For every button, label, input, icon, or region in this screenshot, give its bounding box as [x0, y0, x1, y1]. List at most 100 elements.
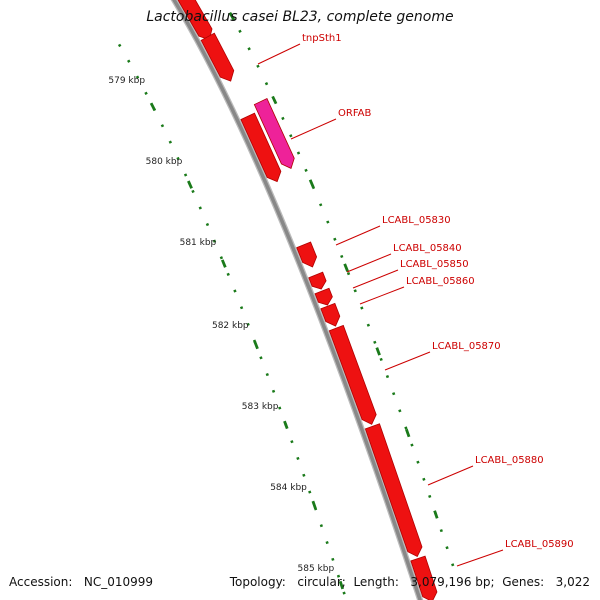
- minor-tick: [271, 95, 278, 105]
- leader-line: [352, 269, 399, 289]
- tick-dot: [144, 91, 148, 95]
- tick-dot: [205, 222, 210, 227]
- length-label: Length:: [353, 575, 399, 589]
- inner-tick-ring: [117, 43, 346, 595]
- tick-dot: [259, 356, 263, 360]
- tick-dot: [304, 168, 308, 172]
- feature-arrow-LCABL_05880: [364, 423, 423, 558]
- tick-dot: [342, 591, 346, 595]
- major-tick: [187, 180, 193, 189]
- feature-label: LCABL_05840: [393, 243, 462, 254]
- tick-dot: [239, 306, 244, 310]
- minor-tick: [229, 12, 236, 22]
- tick-label: 583 kbp: [242, 402, 279, 412]
- tick-dot: [296, 151, 301, 155]
- major-tick: [220, 259, 227, 268]
- tick-dot: [392, 392, 396, 396]
- tick-dot: [117, 43, 122, 48]
- tick-dot: [325, 540, 329, 545]
- tick-dot: [289, 134, 293, 138]
- leader-line: [456, 549, 504, 567]
- major-tick: [338, 580, 345, 590]
- tick-dot: [278, 406, 282, 410]
- feature-arrow-tnpSth1: [200, 32, 235, 82]
- tick-dot: [290, 440, 294, 444]
- genome-backbone: [172, 0, 422, 600]
- feature-arrow-LCABL_05830: [296, 241, 318, 268]
- tick-dot: [319, 203, 323, 207]
- length-value: 3,079,196 bp: [410, 575, 491, 589]
- tick-dot: [264, 82, 269, 86]
- tick-dot: [238, 29, 242, 33]
- accession-info: Accession: NC_010999: [9, 575, 153, 589]
- tick-dot: [410, 443, 414, 447]
- tick-dot: [135, 75, 140, 79]
- outer-tick-ring: [228, 12, 455, 567]
- feature-arrow-left-of-orfab: [240, 112, 282, 183]
- leader-line: [257, 43, 301, 65]
- tick-dot: [198, 206, 202, 210]
- tick-dot: [326, 220, 330, 224]
- leader-line: [335, 225, 381, 246]
- leader-line: [346, 253, 392, 273]
- accession-value: NC_010999: [83, 575, 154, 589]
- feature-label: LCABL_05860: [406, 276, 475, 287]
- tick-dot: [439, 529, 443, 533]
- feature-label: LCABL_05870: [432, 341, 501, 352]
- leader-line: [427, 465, 474, 486]
- tick-dot: [212, 239, 217, 243]
- map-title: Lactobacillus casei BL23, complete genom…: [146, 9, 454, 25]
- tick-dot: [404, 426, 408, 430]
- accession-label: Accession:: [9, 575, 73, 589]
- tick-dot: [302, 473, 306, 477]
- tick-dot: [385, 375, 390, 379]
- tick-label: 582 kbp: [212, 321, 249, 331]
- feature-arrow-LCABL_05850: [314, 287, 333, 306]
- tick-dot: [353, 289, 357, 293]
- tick-label: 584 kbp: [270, 483, 307, 493]
- tick-dot: [360, 306, 364, 310]
- minor-tick: [343, 263, 349, 272]
- tick-label: 581 kbp: [180, 238, 217, 248]
- tick-dot: [233, 289, 237, 293]
- tick-dot: [183, 173, 188, 177]
- genes-label: Genes:: [502, 575, 545, 589]
- feature-label: LCABL_05880: [475, 455, 544, 466]
- tick-dot: [246, 322, 250, 326]
- tick-dot: [451, 563, 455, 567]
- feature-label: LCABL_05830: [382, 215, 451, 226]
- tick-dot: [319, 524, 323, 528]
- feature-arrow-LCABL_05860: [320, 302, 341, 327]
- tick-dot: [366, 323, 371, 327]
- major-tick: [311, 500, 317, 510]
- tick-dot: [256, 64, 260, 68]
- tick-dot: [308, 490, 312, 494]
- genome-backbone-shadow: [170, 0, 424, 600]
- leader-line: [359, 286, 405, 305]
- tick-dot: [333, 237, 337, 241]
- feature-arrow-LCABL_05870: [328, 324, 377, 425]
- topology-label: Topology:: [229, 575, 286, 589]
- genes-value: 3,022: [555, 575, 590, 589]
- tick-dot: [422, 477, 426, 481]
- genome-summary: Topology: circular; Length: 3,079,196 bp…: [229, 575, 590, 589]
- tick-dot: [265, 373, 269, 377]
- major-tick: [283, 420, 289, 430]
- feature-label: LCABL_05890: [505, 539, 574, 550]
- feature-arrow-LCABL_05890: [410, 555, 438, 600]
- feature-label: ORFAB: [338, 108, 371, 119]
- tick-dot: [379, 357, 383, 362]
- minor-tick: [433, 510, 439, 519]
- tick-dot: [340, 254, 344, 259]
- tick-dot: [346, 272, 351, 276]
- minor-tick: [405, 428, 411, 438]
- tick-dot: [373, 340, 377, 344]
- tick-dot: [416, 460, 420, 464]
- leader-line: [384, 351, 431, 371]
- tick-dot: [428, 494, 432, 498]
- tick-dot: [271, 389, 276, 393]
- tick-dot: [176, 156, 180, 161]
- tick-dot: [226, 272, 230, 276]
